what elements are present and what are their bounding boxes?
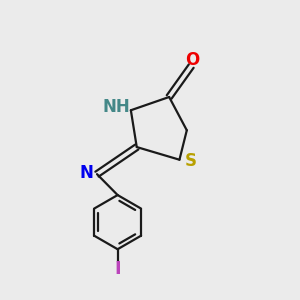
Text: O: O: [185, 51, 199, 69]
Text: S: S: [184, 152, 196, 170]
Text: N: N: [80, 164, 94, 182]
Text: NH: NH: [103, 98, 130, 116]
Text: I: I: [114, 260, 121, 278]
